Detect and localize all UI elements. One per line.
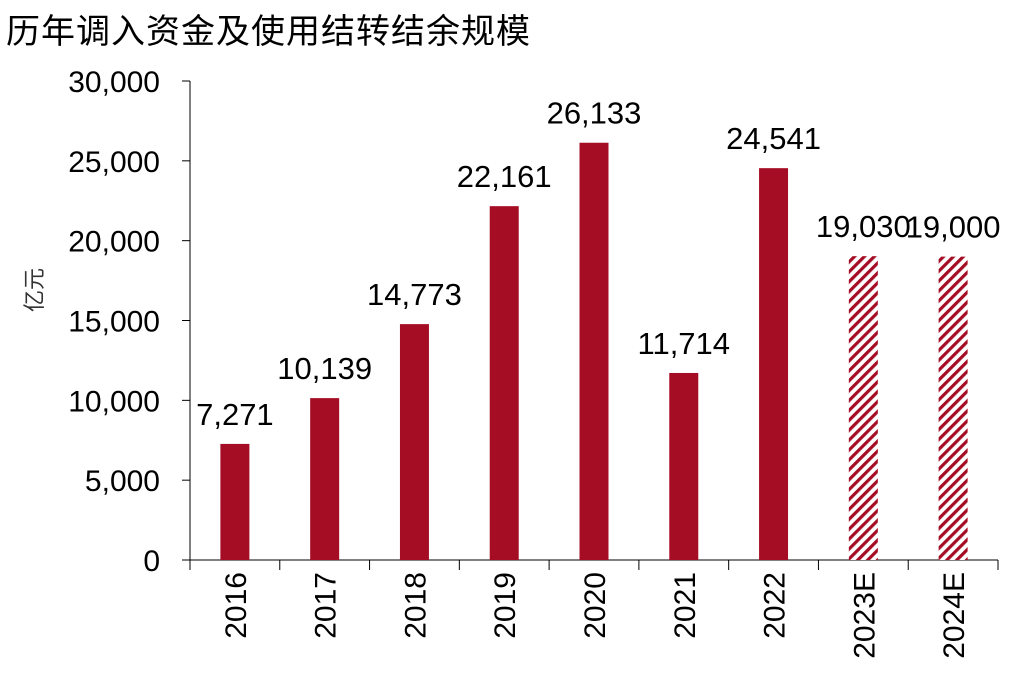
y-axis: 0 5,000 10,000 15,000 20,000 25,000 30,000	[68, 66, 191, 578]
chart-title: 历年调入资金及使用结转结余规模	[6, 12, 531, 52]
bar-estimated	[848, 256, 878, 560]
x-tick-label: 2020	[579, 572, 612, 639]
x-tick-label: 2019	[489, 572, 522, 639]
x-axis: 2016 2017 2018 2019 2020 2021 2022 2023E 2024E	[189, 559, 999, 659]
y-tick-label: 10,000	[68, 385, 160, 418]
x-tick-label: 2018	[399, 572, 432, 639]
x-tick-label: 2016	[220, 572, 253, 639]
bar	[399, 324, 429, 560]
y-tick-label: 0	[143, 545, 160, 578]
data-label: 19,000	[906, 210, 1001, 245]
bar	[759, 168, 789, 560]
data-label: 19,030	[816, 209, 911, 244]
data-label: 24,541	[726, 121, 821, 156]
x-tick-label: 2022	[759, 572, 792, 639]
data-label: 7,271	[196, 397, 274, 432]
data-label: 14,773	[367, 277, 462, 312]
x-tick-label: 2024E	[938, 572, 971, 659]
data-label: 10,139	[277, 351, 372, 386]
y-tick-label: 25,000	[68, 146, 160, 179]
bar	[669, 372, 699, 560]
y-tick-label: 30,000	[68, 66, 160, 99]
bar	[489, 206, 519, 560]
data-label: 22,161	[457, 159, 552, 194]
x-tick-label: 2021	[669, 572, 702, 639]
bar	[579, 142, 609, 560]
y-axis-label: 亿元	[23, 268, 48, 312]
bars	[220, 142, 968, 560]
data-label: 11,714	[638, 326, 731, 361]
bar	[220, 443, 250, 560]
x-tick-label: 2023E	[848, 572, 881, 659]
x-tick-label: 2017	[310, 572, 343, 639]
data-label: 26,133	[547, 96, 642, 131]
y-tick-label: 20,000	[68, 226, 160, 259]
bar	[310, 398, 340, 560]
bar-estimated	[938, 256, 968, 560]
y-tick-label: 5,000	[85, 465, 160, 498]
y-tick-label: 15,000	[68, 306, 160, 339]
